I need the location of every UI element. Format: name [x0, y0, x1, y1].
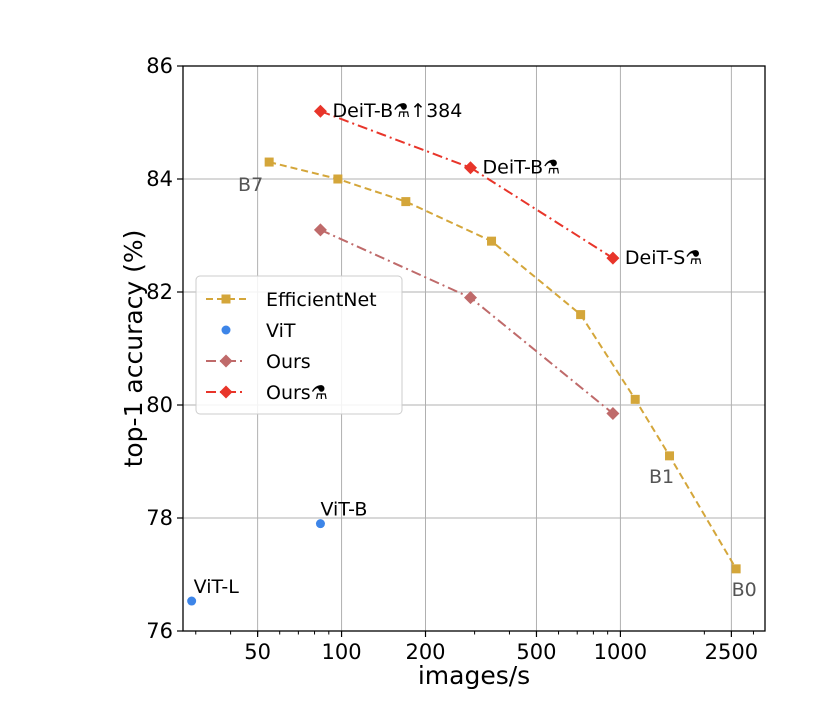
y-axis-label: top-1 accuracy (%): [119, 230, 148, 468]
legend-item: ViT: [221, 320, 296, 342]
data-point: [606, 406, 620, 420]
legend-label: ViT: [266, 320, 296, 342]
x-tick-label: 1000: [594, 640, 647, 664]
legend-item: Ours: [206, 351, 311, 373]
data-point: [731, 564, 741, 574]
x-tick-label: 500: [516, 640, 556, 664]
x-tick-label: 100: [322, 640, 362, 664]
data-point: [187, 596, 197, 606]
data-point: [464, 291, 478, 305]
y-tick-label: 86: [146, 54, 173, 78]
series-ours: [313, 223, 620, 420]
legend-marker: [221, 325, 231, 335]
series-line: [268, 161, 737, 570]
y-tick-label: 82: [146, 280, 173, 304]
legend-marker: [219, 385, 233, 399]
point-label: B0: [732, 579, 757, 601]
legend: EfficientNet ViT Ours Ours⚗: [195, 275, 403, 415]
series-vit: [187, 519, 325, 606]
legend-marker: [219, 354, 233, 368]
point-label: ViT-L: [194, 576, 240, 598]
y-tick-label: 78: [146, 506, 173, 530]
plot-frame: [182, 65, 766, 632]
data-point: [313, 223, 327, 237]
point-label: ViT-B: [320, 499, 367, 521]
legend-item: Ours⚗: [206, 382, 328, 404]
point-label: DeiT-B⚗: [483, 157, 561, 179]
point-labels: B7 B1 B0 ViT-B ViT-L DeiT-B⚗↑384 DeiT-B⚗ DeiT-S…: [194, 100, 757, 601]
point-label: DeiT-B⚗↑384: [332, 100, 462, 122]
data-point: [315, 519, 325, 529]
data-point: [313, 104, 327, 118]
series-line: [320, 110, 614, 259]
legend-label: EfficientNet: [266, 289, 377, 311]
y-tick-label: 80: [146, 393, 173, 417]
data-point: [464, 161, 478, 175]
data-point: [401, 197, 411, 207]
legend-label: Ours⚗: [266, 382, 328, 404]
legend-label: Ours: [266, 351, 311, 373]
data-point: [606, 251, 620, 265]
x-tick-label: 2500: [705, 640, 758, 664]
x-tick-label: 200: [405, 640, 445, 664]
point-label: B1: [649, 466, 674, 488]
data-point: [576, 310, 586, 320]
data-point: [665, 451, 675, 461]
legend-item: EfficientNet: [206, 289, 377, 311]
data-point: [630, 394, 640, 404]
y-tick-label: 76: [146, 619, 173, 643]
series-efficientnet: [264, 157, 741, 574]
y-tick-label: 84: [146, 167, 173, 191]
x-tick-label: 50: [244, 640, 271, 664]
point-label: B7: [238, 174, 263, 196]
legend-box: [195, 275, 403, 415]
legend-marker: [221, 294, 231, 304]
x-axis-label: images/s: [418, 661, 530, 690]
data-point: [487, 236, 497, 246]
data-point: [333, 174, 343, 184]
axis-ticks: 50 100 200 500 1000 2500 76 78 80 82 84 86: [146, 54, 758, 664]
point-label: DeiT-S⚗: [625, 247, 702, 269]
data-point: [264, 157, 274, 167]
series-ours: [313, 104, 620, 265]
series-layer: [187, 104, 741, 606]
